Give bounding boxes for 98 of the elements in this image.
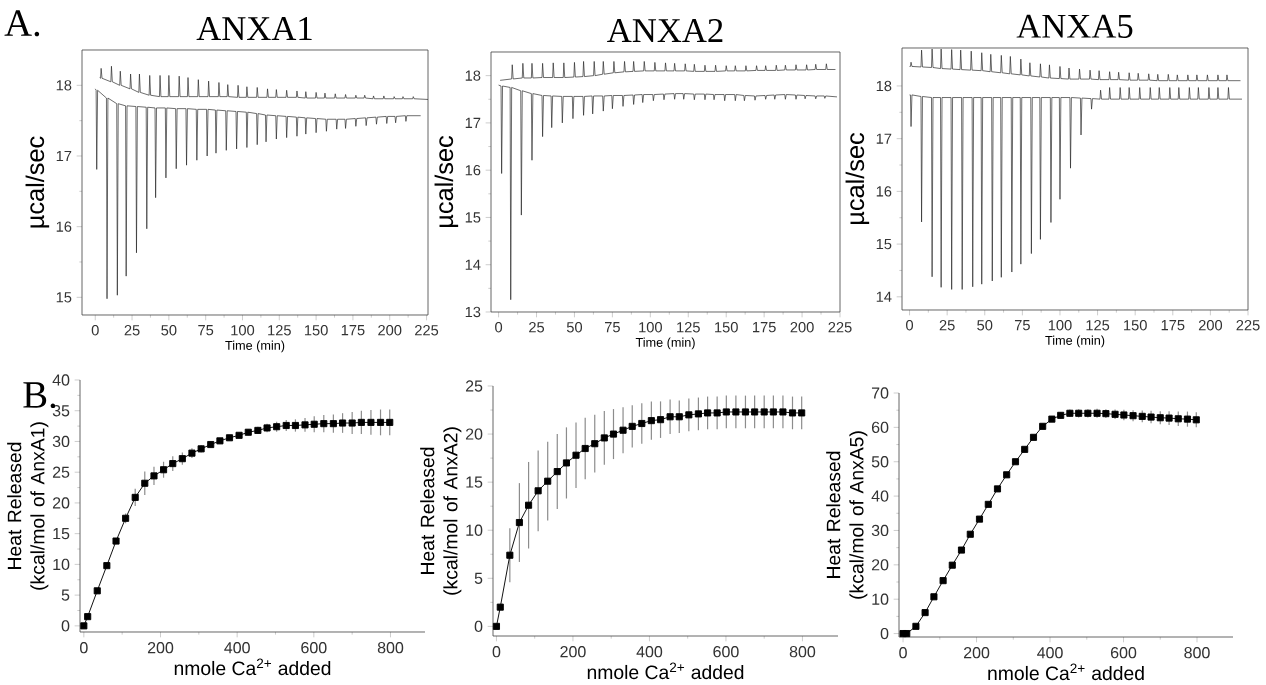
chart-title: ANXA5: [1016, 14, 1133, 38]
x-tick-label: 225: [1236, 320, 1260, 331]
x-axis-title: nmole Ca$^{2+}$ added: [988, 663, 1144, 681]
x-tick-label: 800: [789, 646, 816, 658]
x-tick-label: 175: [1161, 320, 1185, 331]
x-axis-title: nmole Ca$^{2+}$ added: [587, 662, 744, 680]
y-tick-label: 15: [56, 292, 72, 303]
x-tick-label: 25: [124, 325, 140, 336]
y-tick-label: 60: [871, 421, 889, 434]
x-tick-label: 175: [341, 325, 365, 336]
y-tick-label: 70: [871, 387, 889, 399]
y-tick-label: 16: [465, 165, 481, 176]
x-tick-label: 125: [1086, 320, 1110, 331]
x-tick-label: 400: [1037, 647, 1063, 659]
y-tick-label: 15: [466, 476, 483, 488]
x-tick-label: 200: [1198, 320, 1223, 331]
y-tick-label: 16: [56, 221, 72, 232]
x-tick-label: 200: [790, 322, 814, 333]
x-tick-label: 75: [1014, 320, 1030, 331]
text: A.: [4, 10, 40, 37]
y-tick-label: 18: [465, 70, 481, 81]
x-tick-label: 0: [80, 642, 88, 654]
y-axis-title: Heat Released (kcal/mol of AnxA1): [7, 422, 49, 590]
y-tick-label: 35: [52, 405, 70, 417]
x-tick-label: 200: [963, 647, 990, 659]
chart-title: ANXA1: [196, 17, 312, 40]
y-tick-label: 5: [474, 572, 483, 584]
y-tick-label: 17: [56, 150, 72, 162]
x-tick-label: 150: [1124, 320, 1147, 331]
y-tick-label: 15: [465, 212, 481, 223]
x-tick-label: 175: [753, 322, 776, 333]
y-tick-label: 20: [52, 497, 70, 509]
y-tick-label: 0: [474, 620, 483, 633]
x-tick-label: 100: [1048, 320, 1072, 331]
x-tick-label: 225: [415, 325, 439, 336]
y-tick-label: 30: [871, 524, 889, 537]
x-tick-label: 200: [378, 325, 402, 336]
x-axis-title: nmole Ca$^{2+}$ added: [174, 658, 331, 676]
x-tick-label: 225: [828, 322, 852, 333]
x-tick-label: 100: [639, 322, 662, 333]
y-tick-label: 40: [871, 490, 889, 502]
y-tick-label: 30: [52, 435, 70, 448]
x-tick-label: 400: [636, 646, 663, 658]
y-tick-label: 17: [876, 133, 892, 144]
x-tick-label: 0: [91, 325, 99, 336]
x-tick-label: 800: [1184, 647, 1210, 659]
y-axis-title: Heat Released (kcal/mol of AnxA5): [826, 431, 868, 599]
x-tick-label: 150: [304, 325, 328, 336]
y-tick-label: 18: [876, 80, 892, 92]
y-tick-label: 10: [53, 558, 70, 571]
x-axis-title: Time (min): [225, 340, 285, 353]
y-tick-label: 16: [876, 186, 892, 197]
x-tick-label: 150: [715, 322, 738, 333]
y-tick-label: 5: [61, 589, 70, 601]
x-axis-title: Time (min): [635, 337, 695, 350]
chart-title: ANXA2: [607, 18, 723, 42]
x-tick-label: 50: [566, 322, 583, 333]
x-tick-label: 75: [198, 325, 214, 336]
y-axis-title: µcal/sec: [845, 132, 870, 224]
x-tick-label: 100: [231, 325, 255, 336]
y-tick-label: 13: [465, 306, 481, 318]
x-tick-label: 600: [713, 646, 739, 658]
x-tick-label: 125: [268, 325, 291, 336]
y-tick-label: 10: [466, 524, 483, 536]
x-tick-label: 125: [677, 322, 700, 333]
x-tick-label: 800: [377, 642, 404, 654]
y-tick-label: 20: [465, 428, 483, 440]
y-tick-label: 0: [61, 620, 70, 632]
x-tick-label: 25: [529, 322, 545, 333]
y-tick-label: 14: [876, 291, 892, 302]
y-tick-label: 25: [52, 466, 70, 478]
y-tick-label: 20: [871, 559, 889, 571]
y-tick-label: 25: [465, 380, 483, 392]
x-tick-label: 400: [224, 642, 250, 654]
y-axis-title: µcal/sec: [434, 135, 459, 227]
y-tick-label: 15: [53, 528, 70, 540]
y-tick-label: 18: [56, 80, 72, 91]
x-tick-label: 0: [495, 322, 503, 333]
y-tick-label: 10: [872, 593, 889, 605]
x-tick-label: 200: [560, 646, 586, 658]
x-tick-label: 600: [1110, 647, 1137, 659]
y-tick-label: 17: [465, 117, 481, 128]
y-tick-label: 50: [871, 456, 889, 468]
y-axis-title: µcal/sec: [25, 136, 50, 228]
x-tick-label: 0: [899, 647, 907, 659]
x-tick-label: 200: [147, 642, 174, 654]
x-axis-title: Time (min): [1045, 335, 1105, 348]
x-tick-label: 0: [492, 646, 501, 658]
y-tick-label: 15: [876, 238, 892, 250]
y-axis-title: Heat Released (kcal/mol of AnxA2): [420, 427, 462, 595]
x-tick-label: 50: [161, 325, 177, 336]
x-tick-label: 75: [604, 322, 620, 333]
x-tick-label: 25: [939, 320, 955, 331]
y-tick-label: 0: [880, 627, 889, 640]
x-tick-label: 0: [906, 320, 914, 331]
x-tick-label: 50: [977, 320, 993, 331]
x-tick-label: 600: [301, 642, 327, 654]
y-tick-label: 14: [465, 259, 481, 270]
